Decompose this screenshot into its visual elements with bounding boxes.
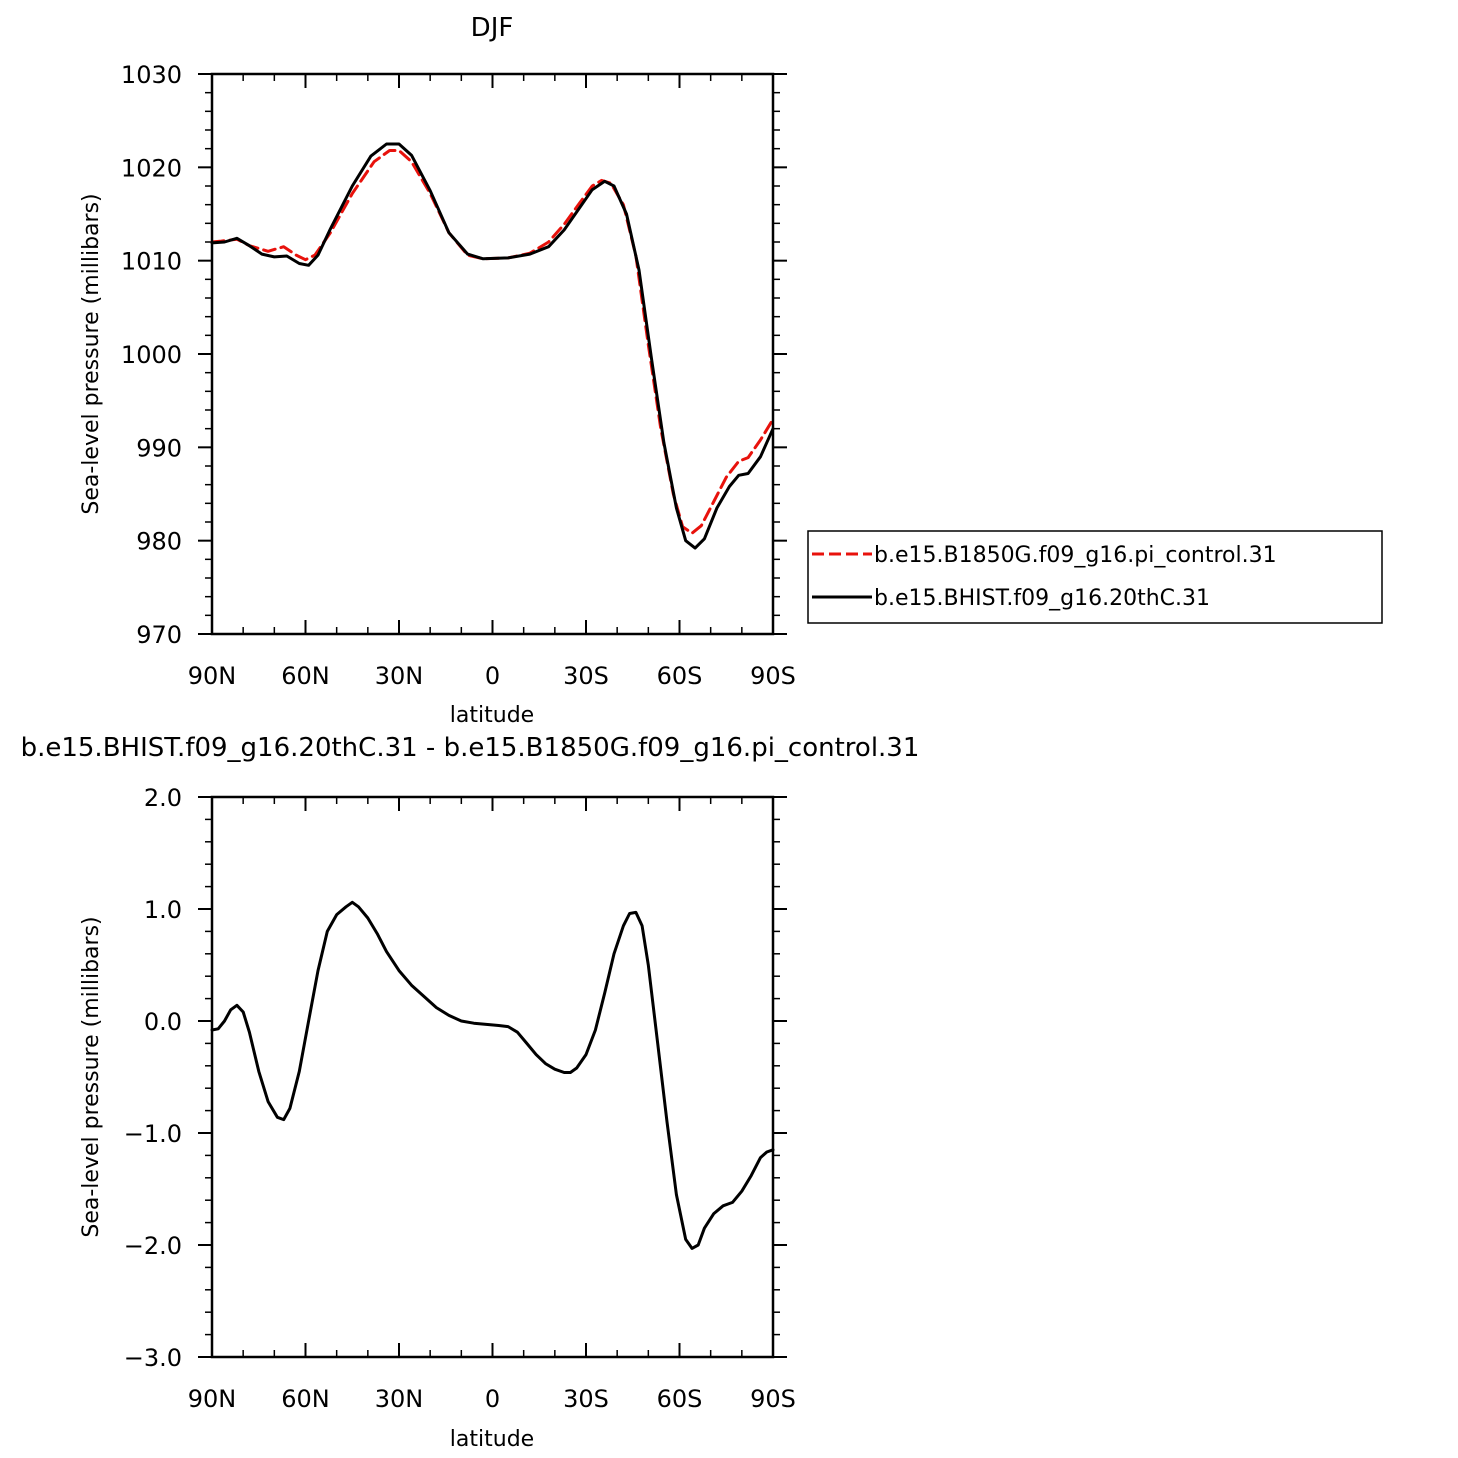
top-chart-title: DJF: [471, 13, 514, 43]
top-chart-ytick-label: 990: [136, 434, 182, 462]
legend-box: [807, 530, 1383, 624]
legend-label-pi-control: b.e15.B1850G.f09_g16.pi_control.31: [874, 543, 1277, 568]
bottom-chart-xtick-label: 90N: [188, 1385, 237, 1413]
bottom-chart-xtick-label: 0: [485, 1385, 500, 1413]
top-chart-ytick-label: 1010: [121, 248, 182, 276]
bottom-chart-xtick-label: 60S: [657, 1385, 703, 1413]
bottom-chart: b.e15.BHIST.f09_g16.20thC.31 - b.e15.B18…: [21, 733, 920, 1452]
bottom-chart-series-line-0: [210, 900, 775, 1250]
top-chart-ytick-label: 980: [136, 528, 182, 556]
bottom-chart-ylabel: Sea-level pressure (millibars): [79, 916, 104, 1237]
top-chart: DJF 90N 60N 30N 0 30S 60S 90S10301020101010009…: [79, 13, 1383, 728]
bottom-chart-xtick-label: 30S: [563, 1385, 609, 1413]
bottom-chart-title: b.e15.BHIST.f09_g16.20thC.31 - b.e15.B18…: [21, 733, 920, 763]
legend-label-20thc: b.e15.BHIST.f09_g16.20thC.31: [874, 586, 1210, 611]
bottom-chart-ytick-label: −1.0: [124, 1120, 182, 1148]
bottom-chart-ticks: 90N 60N 30N 0 30S 60S 90S 2.0 1.0 0.0 −1.0 −2.0 −3.0: [124, 784, 796, 1413]
top-chart-xtick-label: 90N: [188, 662, 237, 690]
legend: b.e15.B1850G.f09_g16.pi_control.31 b.e15…: [807, 530, 1383, 624]
top-chart-frame: [210, 72, 775, 636]
bottom-chart-ytick-label: 0.0: [144, 1008, 182, 1036]
bottom-chart-xlabel: latitude: [450, 1427, 534, 1452]
bottom-chart-frame: [210, 795, 775, 1359]
bottom-chart-xtick-label: 60N: [281, 1385, 330, 1413]
top-chart-xtick-label: 0: [485, 662, 500, 690]
top-chart-series: [210, 142, 775, 550]
bottom-chart-ytick-label: −3.0: [124, 1344, 182, 1372]
top-chart-ytick-label: 970: [136, 621, 182, 649]
top-chart-xtick-label: 60N: [281, 662, 330, 690]
bottom-chart-ytick-label: 2.0: [144, 784, 182, 812]
top-chart-series-line-0: [210, 149, 775, 535]
top-chart-ytick-label: 1000: [121, 341, 182, 369]
bottom-chart-xtick-label: 30N: [375, 1385, 424, 1413]
bottom-chart-xtick-label: 90S: [750, 1385, 796, 1413]
bottom-chart-ytick-label: 1.0: [144, 896, 182, 924]
top-chart-ticks: 90N 60N 30N 0 30S 60S 90S 1030 1020 1010 1000 990 98…: [121, 61, 796, 690]
top-chart-series-line-1: [210, 142, 775, 550]
top-chart-ytick-label: 1030: [121, 61, 182, 89]
top-chart-xtick-label: 60S: [657, 662, 703, 690]
top-chart-ylabel: Sea-level pressure (millibars): [79, 193, 104, 514]
top-chart-xtick-label: 30N: [375, 662, 424, 690]
top-chart-ytick-label: 1020: [121, 154, 182, 182]
top-chart-xtick-label: 30S: [563, 662, 609, 690]
bottom-chart-series: [210, 900, 775, 1250]
bottom-chart-ytick-label: −2.0: [124, 1232, 182, 1260]
top-chart-xtick-label: 90S: [750, 662, 796, 690]
top-chart-xlabel: latitude: [450, 703, 534, 728]
